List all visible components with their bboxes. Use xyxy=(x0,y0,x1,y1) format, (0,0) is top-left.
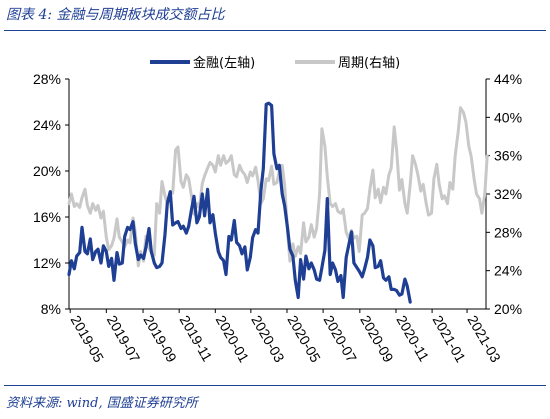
x-tick-label: 2020-07 xyxy=(321,313,361,366)
x-tick-label: 2020-05 xyxy=(284,313,324,366)
x-tick-label: 2021-01 xyxy=(429,313,469,366)
x-axis-ticks: 2019-052019-072019-092019-112020-012020-… xyxy=(68,309,504,366)
right-tick-label: 40% xyxy=(494,109,522,125)
right-tick-label: 36% xyxy=(494,148,522,164)
x-tick-label: 2019-07 xyxy=(104,313,144,366)
left-tick-label: 20% xyxy=(33,163,61,179)
source-divider xyxy=(4,385,546,386)
x-tick-label: 2019-05 xyxy=(68,313,108,366)
legend: 金融(左轴) 周期(右轴) xyxy=(150,55,400,71)
left-tick-label: 24% xyxy=(33,117,61,133)
chart-caption: 图表 4: 金融与周期板块成交额占比 xyxy=(6,7,225,23)
left-tick-label: 28% xyxy=(33,71,61,87)
x-tick-label: 2020-03 xyxy=(248,313,288,366)
x-tick-label: 2020-11 xyxy=(393,313,432,365)
x-tick-label: 2021-03 xyxy=(464,313,504,366)
x-tick-label: 2020-09 xyxy=(357,313,397,366)
x-tick-label: 2019-11 xyxy=(177,313,216,365)
right-tick-label: 32% xyxy=(494,186,522,202)
left-tick-label: 12% xyxy=(33,255,61,271)
source-note: 资料来源: wind, 国盛证券研究所 xyxy=(6,396,198,411)
caption-divider xyxy=(4,30,546,31)
left-tick-label: 8% xyxy=(41,301,61,317)
right-tick-label: 24% xyxy=(494,263,522,279)
right-axis-ticks: 20% 24% 28% 32% 36% 40% 44% xyxy=(486,71,522,317)
left-axis-ticks: 8% 12% 16% 20% 24% 28% xyxy=(33,71,69,317)
right-tick-label: 20% xyxy=(494,301,522,317)
legend-label-financial: 金融(左轴) xyxy=(193,55,255,71)
left-tick-label: 16% xyxy=(33,209,61,225)
x-tick-label: 2020-01 xyxy=(213,313,253,366)
series-line-financial xyxy=(67,101,412,304)
x-tick-label: 2019-09 xyxy=(140,313,180,366)
right-tick-label: 44% xyxy=(494,71,522,87)
series-layer xyxy=(67,101,489,304)
right-tick-label: 28% xyxy=(494,224,522,240)
series-line-cyclical xyxy=(67,106,489,268)
legend-label-cyclical: 周期(右轴) xyxy=(338,56,400,71)
